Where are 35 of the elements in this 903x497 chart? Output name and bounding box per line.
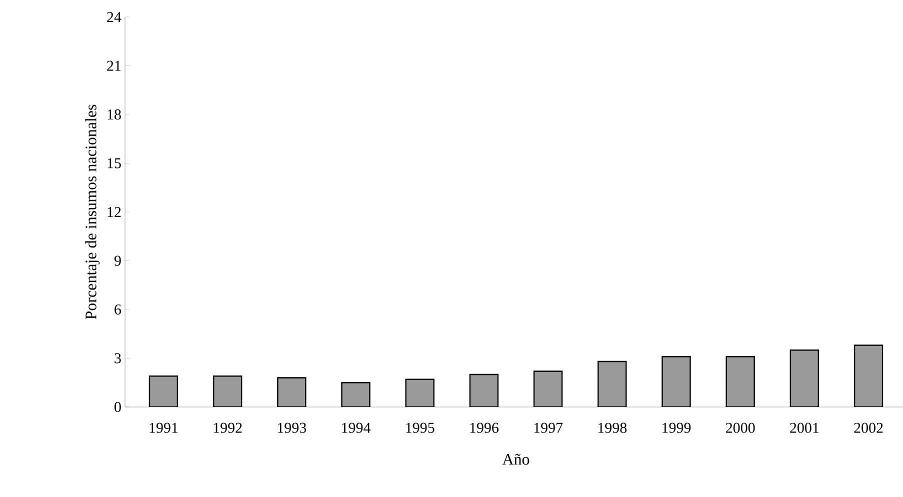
x-tick-label: 1993 <box>278 422 306 433</box>
bar <box>469 374 499 407</box>
y-tick-label: 12 <box>108 207 121 217</box>
bar <box>854 344 884 407</box>
bar <box>277 377 306 407</box>
bar <box>148 376 178 407</box>
bar <box>598 360 627 407</box>
x-tick-label: 1998 <box>598 422 627 433</box>
x-tick-label: 1994 <box>342 422 371 433</box>
y-tick-label: 6 <box>114 304 122 315</box>
x-tick-label: 2002 <box>854 422 883 433</box>
x-tick-label: 1991 <box>150 422 178 433</box>
bar <box>405 378 434 407</box>
x-tick-label: 1996 <box>470 422 499 433</box>
bar <box>533 370 563 407</box>
y-tick-label: 0 <box>114 402 121 412</box>
y-tick-label: 9 <box>114 256 121 266</box>
y-tick-label: 18 <box>108 109 121 120</box>
bar <box>341 382 370 407</box>
y-tick-label: 21 <box>107 60 121 71</box>
x-tick-label: 1997 <box>534 422 563 433</box>
x-tick-label: 1995 <box>406 422 434 433</box>
x-tick-label: 2001 <box>790 422 819 433</box>
y-tick-label: 15 <box>108 158 121 168</box>
x-tick-label: 1999 <box>662 422 691 433</box>
y-tick-label: 24 <box>107 12 122 22</box>
y-tick-label: 3 <box>114 353 121 364</box>
bar <box>790 350 820 407</box>
x-tick-label: 2000 <box>726 422 755 433</box>
bar <box>726 356 755 407</box>
x-axis-title: Año <box>502 454 530 465</box>
bar <box>662 356 691 407</box>
y-axis-title: Porcentaje de insumos nacionales <box>85 104 100 320</box>
bar <box>212 376 242 407</box>
x-tick-label: 1992 <box>214 422 242 433</box>
